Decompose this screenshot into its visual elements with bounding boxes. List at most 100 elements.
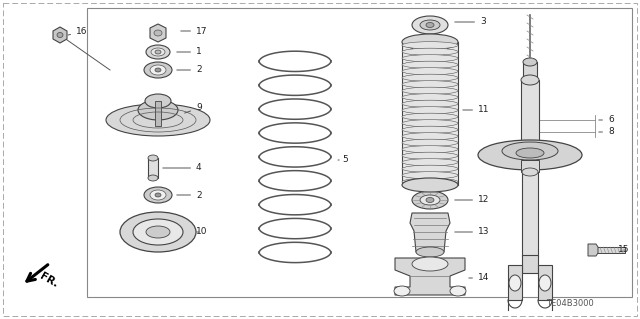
Text: 5: 5 [338,155,348,165]
Bar [523,62,537,80]
Text: 8: 8 [599,128,614,137]
Ellipse shape [539,275,551,291]
Ellipse shape [416,51,444,61]
Text: 7: 7 [490,147,580,157]
Ellipse shape [133,219,183,245]
Ellipse shape [523,76,537,84]
Bar [590,247,625,253]
Ellipse shape [450,286,466,296]
Text: 2: 2 [177,190,202,199]
Ellipse shape [402,107,458,114]
Polygon shape [410,213,450,252]
Ellipse shape [516,148,544,158]
Bar [508,265,522,300]
Ellipse shape [402,94,458,101]
Ellipse shape [402,133,458,140]
Ellipse shape [416,247,444,257]
Text: 10: 10 [196,227,207,236]
Ellipse shape [402,152,458,159]
Ellipse shape [155,68,161,72]
Ellipse shape [402,87,458,94]
Ellipse shape [420,20,440,30]
Polygon shape [588,244,598,256]
Ellipse shape [402,68,458,75]
Ellipse shape [138,100,178,120]
Ellipse shape [402,139,458,146]
Bar [522,172,538,257]
Text: FR.: FR. [38,271,60,289]
Text: 2: 2 [177,65,202,75]
Ellipse shape [402,42,458,49]
Ellipse shape [420,195,440,205]
Bar [521,80,539,155]
Ellipse shape [426,197,434,203]
Bar [155,101,161,126]
Ellipse shape [57,33,63,38]
Text: 17: 17 [180,26,207,35]
Ellipse shape [502,142,558,160]
Text: 12: 12 [455,196,490,204]
Bar [402,42,458,185]
Ellipse shape [150,190,166,200]
Ellipse shape [144,62,172,78]
Polygon shape [150,24,166,42]
Text: TE04B3000: TE04B3000 [546,299,594,308]
Ellipse shape [478,140,582,170]
Text: 11: 11 [463,106,490,115]
Polygon shape [395,258,465,295]
Ellipse shape [523,58,537,66]
Text: 4: 4 [163,164,202,173]
Text: 1: 1 [177,48,202,56]
Ellipse shape [509,275,521,291]
Ellipse shape [402,34,458,50]
Ellipse shape [402,81,458,88]
Text: 6: 6 [599,115,614,124]
Ellipse shape [402,178,458,185]
Ellipse shape [412,43,448,57]
Ellipse shape [402,165,458,172]
Bar [522,255,538,273]
Ellipse shape [154,30,162,36]
Ellipse shape [426,23,434,27]
Ellipse shape [402,172,458,179]
Ellipse shape [412,16,448,34]
Ellipse shape [402,178,458,192]
Text: 15: 15 [618,246,630,255]
Ellipse shape [402,159,458,166]
Ellipse shape [146,45,170,59]
Text: 3: 3 [455,18,486,26]
Ellipse shape [402,126,458,133]
Ellipse shape [402,146,458,153]
Polygon shape [53,27,67,43]
Ellipse shape [521,75,539,85]
Ellipse shape [402,120,458,127]
Ellipse shape [402,74,458,81]
Ellipse shape [120,212,196,252]
Bar [87,8,632,297]
Ellipse shape [148,155,158,161]
Ellipse shape [151,48,165,56]
Ellipse shape [144,187,172,203]
Ellipse shape [150,65,166,75]
Bar [538,265,552,300]
Ellipse shape [402,100,458,107]
Ellipse shape [394,286,410,296]
Ellipse shape [106,104,210,136]
Ellipse shape [412,191,448,209]
Ellipse shape [146,226,170,238]
Text: 14: 14 [468,273,490,283]
Bar [148,158,158,178]
Text: 9: 9 [184,103,202,113]
Ellipse shape [402,61,458,68]
Ellipse shape [155,50,161,54]
Ellipse shape [402,113,458,120]
Ellipse shape [412,257,448,271]
Ellipse shape [522,168,538,176]
Text: 16: 16 [68,27,88,36]
Ellipse shape [402,48,458,55]
Text: 13: 13 [455,227,490,236]
Ellipse shape [148,175,158,181]
Bar [521,160,539,172]
Ellipse shape [155,193,161,197]
Ellipse shape [145,94,171,108]
